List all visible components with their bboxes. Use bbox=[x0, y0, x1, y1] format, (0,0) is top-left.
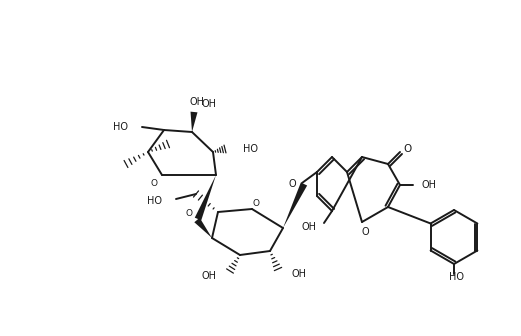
Text: OH: OH bbox=[190, 97, 205, 107]
Text: OH: OH bbox=[422, 180, 437, 190]
Polygon shape bbox=[194, 218, 212, 238]
Polygon shape bbox=[191, 112, 197, 132]
Text: OH: OH bbox=[302, 222, 317, 232]
Text: HO: HO bbox=[147, 196, 162, 206]
Text: HO: HO bbox=[450, 272, 465, 282]
Text: OH: OH bbox=[202, 99, 217, 109]
Text: HO: HO bbox=[113, 122, 128, 132]
Text: O: O bbox=[289, 179, 296, 189]
Text: HO: HO bbox=[243, 144, 258, 154]
Text: O: O bbox=[361, 227, 369, 237]
Text: OH: OH bbox=[292, 269, 307, 279]
Text: OH: OH bbox=[201, 271, 216, 281]
Text: O: O bbox=[151, 178, 157, 187]
Polygon shape bbox=[195, 175, 216, 220]
Polygon shape bbox=[283, 182, 307, 228]
Text: O: O bbox=[253, 199, 259, 208]
Text: O: O bbox=[185, 210, 192, 218]
Text: O: O bbox=[404, 144, 412, 154]
